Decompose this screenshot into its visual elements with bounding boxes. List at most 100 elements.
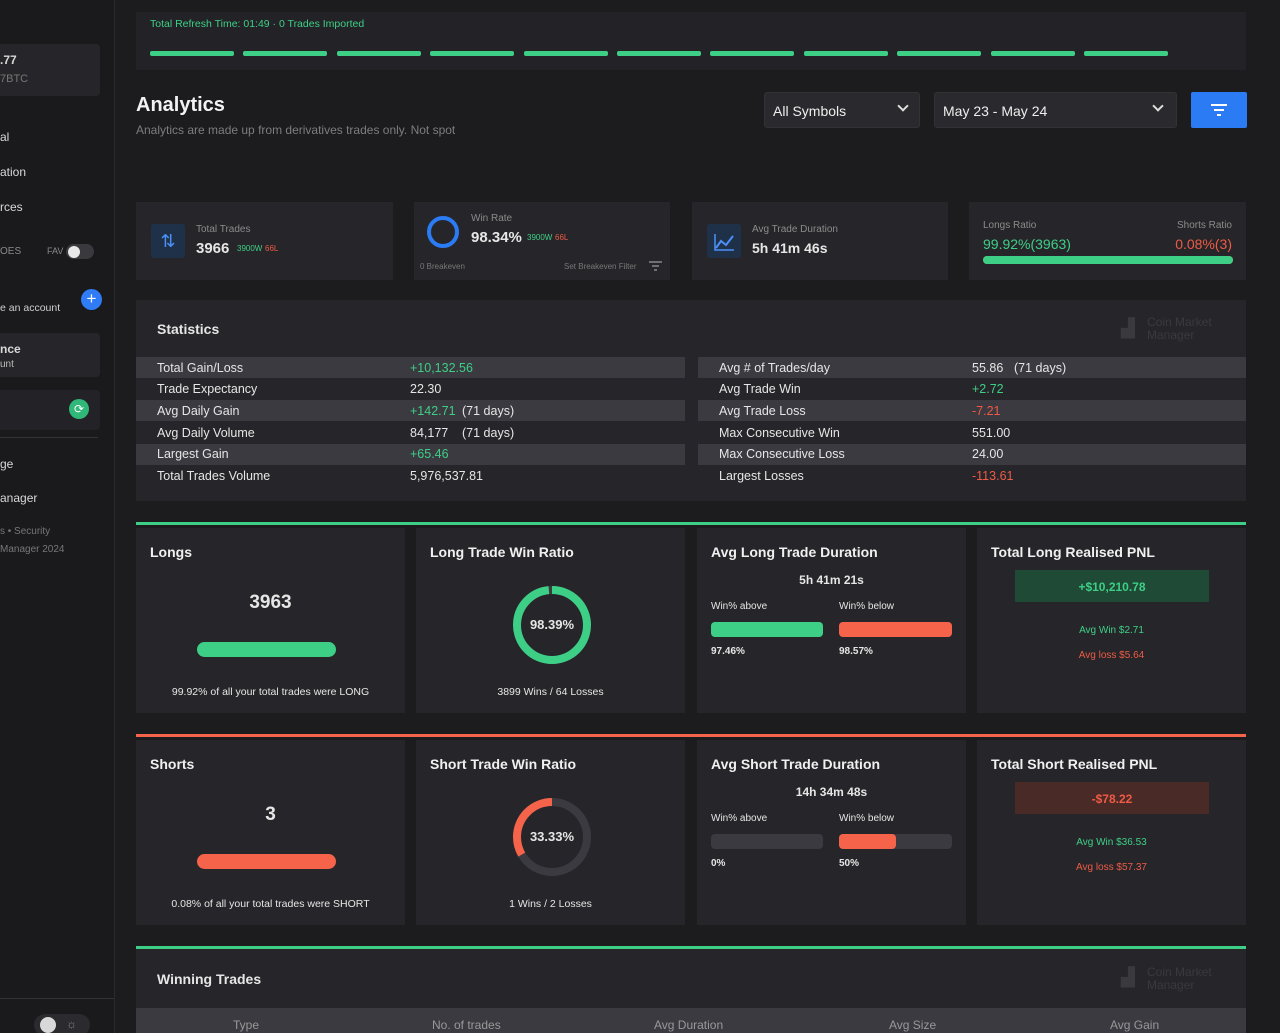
filter-button[interactable] (1191, 92, 1247, 128)
add-account-icon[interactable]: + (81, 289, 102, 310)
longs-ratio-value: 99.92%(3963) (983, 236, 1071, 252)
stat-label: Max Consecutive Loss (719, 447, 845, 462)
avg-long-duration-card: Avg Long Trade Duration 5h 41m 21s Win% … (697, 528, 966, 713)
page-subtitle: Analytics are made up from derivatives t… (136, 123, 456, 137)
stat-row: Avg Trade Win +2.72 (698, 379, 1246, 400)
stat-value: 24.00 (972, 447, 1004, 462)
long-win-ratio-title: Long Trade Win Ratio (430, 544, 574, 560)
stat-value: 55.86 (972, 360, 1004, 375)
stat-value: 84,177 (410, 425, 449, 440)
long-above-track (711, 622, 823, 637)
theme-toggle[interactable]: ☼ (34, 1014, 90, 1033)
sidebar-footer-1[interactable]: s • Security (0, 526, 51, 537)
short-above-value: 0% (711, 858, 726, 869)
sidebar-item-5[interactable]: anager (0, 491, 38, 505)
short-above-label: Win% above (711, 813, 768, 824)
stat-row: Trade Expectancy 22.30 (136, 379, 685, 400)
add-account-label[interactable]: e an account (0, 302, 61, 314)
col-avg-gain[interactable]: Avg Gain (1110, 1018, 1160, 1032)
short-pnl-title: Total Short Realised PNL (991, 756, 1158, 772)
long-win-ratio-value: 98.39% (529, 617, 575, 632)
sidebar-footer-2: Manager 2024 (0, 544, 65, 555)
progress-segment (617, 51, 701, 56)
stat-label: Avg Daily Volume (157, 425, 255, 440)
stat-label: Trade Expectancy (157, 382, 258, 397)
trend-chart-icon (707, 224, 741, 258)
long-above-label: Win% above (711, 601, 768, 612)
shorts-count: 3 (265, 804, 276, 825)
symbols-select[interactable]: All Symbols (764, 92, 920, 128)
short-win-ratio-card: Short Trade Win Ratio 33.33% 1 Wins / 2 … (416, 740, 685, 925)
progress-segment (803, 51, 888, 56)
progress-segment (523, 51, 608, 56)
stat-extra: (71 days) (1014, 360, 1067, 375)
fav-toggle[interactable] (66, 244, 94, 259)
avg-duration-value: 5h 41m 46s (752, 240, 828, 256)
winning-trades-title: Winning Trades (157, 971, 262, 987)
sync-icon[interactable]: ⟳ (69, 399, 89, 419)
refresh-progress (150, 51, 1170, 57)
short-win-ratio-title: Short Trade Win Ratio (430, 756, 577, 772)
ratio-bar-longs-fill (983, 256, 1233, 264)
long-pnl-box (1015, 570, 1209, 602)
stat-label: Avg Trade Loss (719, 403, 806, 418)
long-win-ratio-donut (513, 586, 591, 664)
sidebar-item-3[interactable]: rces (0, 200, 23, 214)
stat-row: Avg Daily Gain +142.71 (71 days) (136, 400, 685, 422)
long-below-label: Win% below (839, 601, 895, 612)
chevron-down-icon (1152, 100, 1164, 112)
fav-toggle-knob (68, 245, 80, 258)
filter-icon[interactable] (649, 261, 662, 271)
sidebar-item-2[interactable]: ation (0, 165, 27, 179)
col-avg-duration[interactable]: Avg Duration (654, 1018, 724, 1032)
total-trades-label: Total Trades (196, 224, 251, 235)
statistics-title: Statistics (157, 321, 220, 337)
stat-extra: (71 days) (462, 403, 515, 418)
kpi-win-rate: Win Rate 98.34% 3900W 66L 0 Breakeven Se… (414, 202, 670, 280)
account-card-line1: nce (0, 342, 21, 356)
longs-note: 99.92% of all your total trades were LON… (171, 686, 370, 698)
ratio-bar-track (983, 256, 1233, 264)
sidebar-item-1[interactable]: al (0, 130, 10, 144)
balance-sub: 7BTC (0, 73, 29, 85)
coin-market-logo-icon: ▟ (1121, 967, 1135, 987)
short-below-fill (839, 834, 896, 849)
progress-segment (336, 51, 421, 56)
breakeven-filter-link[interactable]: Set Breakeven Filter (564, 262, 637, 271)
sidebar-item-4[interactable]: ge (0, 457, 14, 471)
longs-divider (136, 522, 1246, 525)
chevron-down-icon (897, 100, 909, 112)
coin-market-logo-icon: ▟ (1121, 318, 1135, 338)
statistics-panel: Statistics ▟ Coin Market Manager Total G… (136, 300, 1246, 501)
shorts-ratio-value: 0.08%(3) (1175, 236, 1232, 252)
long-below-track (839, 622, 952, 637)
kpi-long-short-ratio: Longs Ratio Shorts Ratio 99.92%(3963) 0.… (969, 202, 1246, 280)
stat-row: Max Consecutive Loss 24.00 (698, 443, 1246, 465)
stat-label: Largest Losses (719, 469, 804, 483)
total-trades-wins: 3900W (237, 244, 263, 253)
long-pnl-title: Total Long Realised PNL (991, 544, 1155, 560)
total-trades-value: 3966 (196, 240, 230, 257)
account-card-line2: unt (0, 359, 14, 370)
short-win-ratio-note: 1 Wins / 2 Losses (509, 898, 592, 910)
winning-table-header: Type No. of trades Avg Duration Avg Size… (136, 1008, 1246, 1033)
col-type[interactable]: Type (233, 1018, 260, 1032)
progress-segment (243, 51, 328, 56)
stat-value: +142.71 (410, 403, 456, 418)
progress-segment (897, 51, 982, 56)
progress-segment (990, 51, 1075, 56)
balance-card[interactable] (0, 44, 100, 96)
short-pnl-box (1015, 782, 1209, 814)
longs-count: 3963 (249, 592, 292, 613)
long-below-value: 98.57% (839, 646, 873, 657)
short-avg-win: Avg Win $36.53 (1076, 837, 1147, 848)
long-win-ratio-card: Long Trade Win Ratio 98.39% 3899 Wins / … (416, 528, 685, 713)
progress-segment (430, 51, 515, 56)
col-no-of-trades[interactable]: No. of trades (432, 1018, 501, 1032)
long-above-value: 97.46% (711, 646, 745, 657)
account-card[interactable] (0, 333, 100, 377)
date-range-select[interactable]: May 23 - May 24 (934, 92, 1177, 128)
col-avg-size[interactable]: Avg Size (889, 1018, 937, 1032)
winning-divider (136, 946, 1246, 949)
short-win-ratio-donut (513, 798, 591, 876)
